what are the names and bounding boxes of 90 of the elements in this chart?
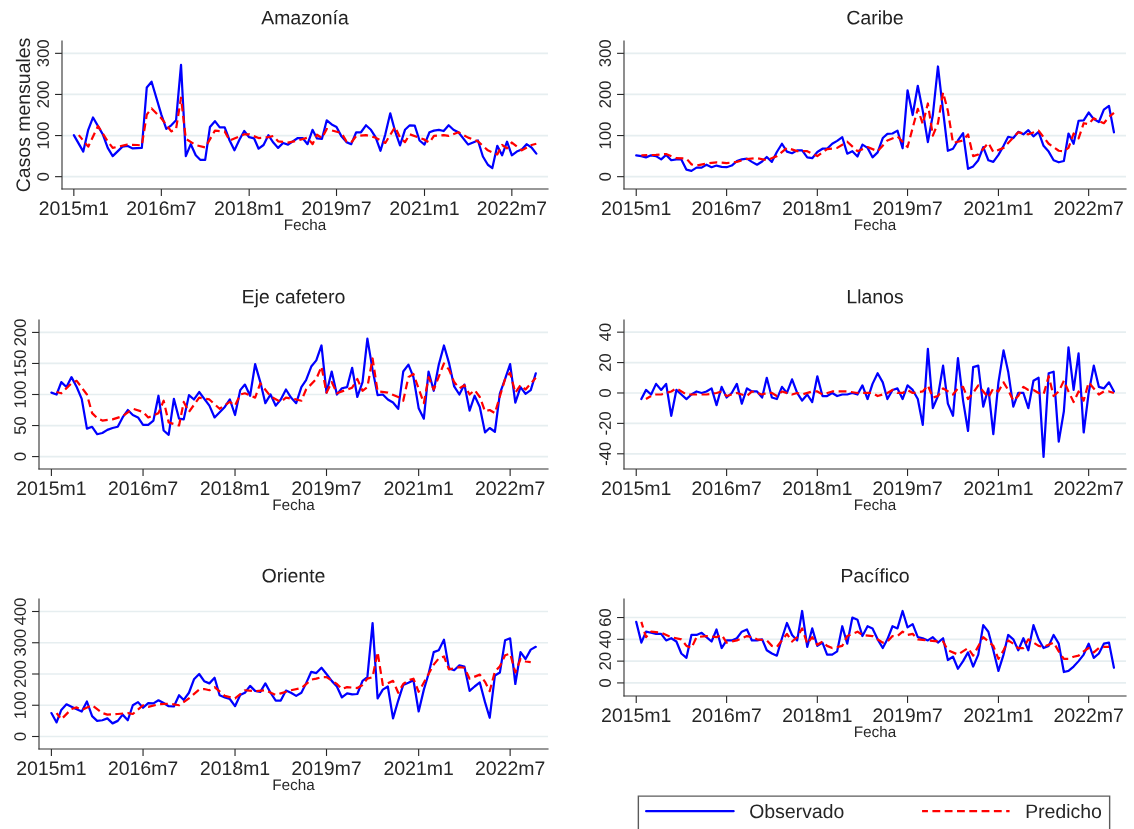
y-tick-label: 0 [599,678,611,687]
y-tick-label: 300 [37,40,49,67]
x-tick-label: 2019m7 [873,201,942,216]
x-tick-label: 2016m7 [692,201,761,216]
x-tick-label: 2015m1 [17,761,86,776]
x-tick-label: 2016m7 [692,481,761,496]
x-tick-label: 2019m7 [292,761,361,776]
x-tick-label: 2021m1 [964,481,1033,496]
y-tick-label: 40 [599,630,611,649]
line-series [640,620,1111,661]
y-tick-label: 40 [599,323,611,342]
x-tick-label: 2018m1 [215,201,284,216]
x-tick-label: 2021m1 [384,761,453,776]
line-series [640,91,1116,167]
x-tick-label: 2022m7 [1054,708,1123,723]
y-axis-title: Casos mensuales [15,38,31,192]
x-tick-label: 2015m1 [602,201,671,216]
x-axis-title: Fecha [855,725,897,738]
x-tick-label: 2018m1 [200,481,270,496]
y-tick-label: 0 [14,452,26,461]
y-tick-label: 0 [599,389,611,397]
x-axis-title: Fecha [285,218,327,231]
x-tick-label: 2021m1 [964,708,1033,723]
x-tick-label: 2019m7 [302,201,371,216]
x-tick-label: 2016m7 [127,201,196,216]
x-tick-label: 2022m7 [1054,201,1123,216]
x-tick-label: 2022m7 [477,201,547,216]
chart-title: Llanos [847,289,903,304]
legend-label: Predicho [1026,803,1102,819]
legend-label: Observado [750,803,844,819]
chart-title: Caribe [847,10,903,25]
y-tick-label: 300 [14,629,26,657]
x-tick-label: 2021m1 [384,481,453,496]
x-tick-label: 2018m1 [783,481,852,496]
x-tick-label: 2021m1 [964,201,1033,216]
line-series [644,375,1116,404]
x-tick-label: 2022m7 [475,761,545,776]
y-tick-label: 50 [14,416,26,435]
y-tick-label: 300 [599,40,611,67]
chart-title: Amazonía [261,10,349,25]
line-series [50,337,537,436]
line-series [635,65,1116,173]
x-tick-label: 2021m1 [390,201,459,216]
line-series [640,346,1116,458]
y-tick-label: 20 [599,652,611,670]
x-tick-label: 2022m7 [475,481,545,496]
x-tick-label: 2019m7 [873,481,942,496]
y-tick-label: 200 [14,319,26,346]
y-tick-label: 0 [37,172,49,181]
line-series [55,651,532,721]
x-tick-label: 2019m7 [873,708,942,723]
y-tick-label: 100 [599,122,611,149]
x-tick-label: 2018m1 [200,761,270,776]
x-tick-label: 2022m7 [1054,481,1123,496]
y-tick-label: 100 [37,122,49,149]
y-tick-label: 0 [599,172,611,181]
line-series [72,63,538,170]
y-tick-label: 200 [37,81,49,108]
x-axis-title: Fecha [855,498,897,511]
y-tick-label: 100 [14,692,26,718]
y-tick-label: 100 [14,381,26,408]
y-tick-label: 400 [14,598,26,626]
line-series [55,357,537,427]
x-tick-label: 2015m1 [602,481,671,496]
x-axis-title: Fecha [273,498,315,511]
y-tick-label: 20 [599,353,611,371]
y-tick-label: 150 [14,350,26,377]
x-axis-title: Fecha [855,218,897,231]
x-tick-label: 2016m7 [108,481,178,496]
x-tick-label: 2015m1 [39,201,109,216]
chart-title: Pacífico [842,568,909,583]
y-tick-label: 200 [599,81,611,108]
y-tick-label: 0 [14,732,26,741]
chart-title: Oriente [262,568,325,583]
chart-title: Eje cafetero [243,289,345,308]
x-tick-label: 2016m7 [692,708,761,723]
line-series [50,621,537,725]
y-tick-label: -40 [599,442,611,466]
line-series [77,96,538,156]
x-tick-label: 2016m7 [108,761,178,776]
y-tick-label: 60 [599,608,611,626]
y-tick-label: -20 [599,411,611,435]
x-tick-label: 2018m1 [783,201,852,216]
x-tick-label: 2019m7 [292,481,361,496]
x-axis-title: Fecha [273,778,315,791]
y-tick-label: 200 [14,660,26,688]
x-tick-label: 2015m1 [17,481,86,496]
line-series [635,609,1116,674]
x-tick-label: 2015m1 [602,708,671,723]
x-tick-label: 2018m1 [783,708,852,723]
